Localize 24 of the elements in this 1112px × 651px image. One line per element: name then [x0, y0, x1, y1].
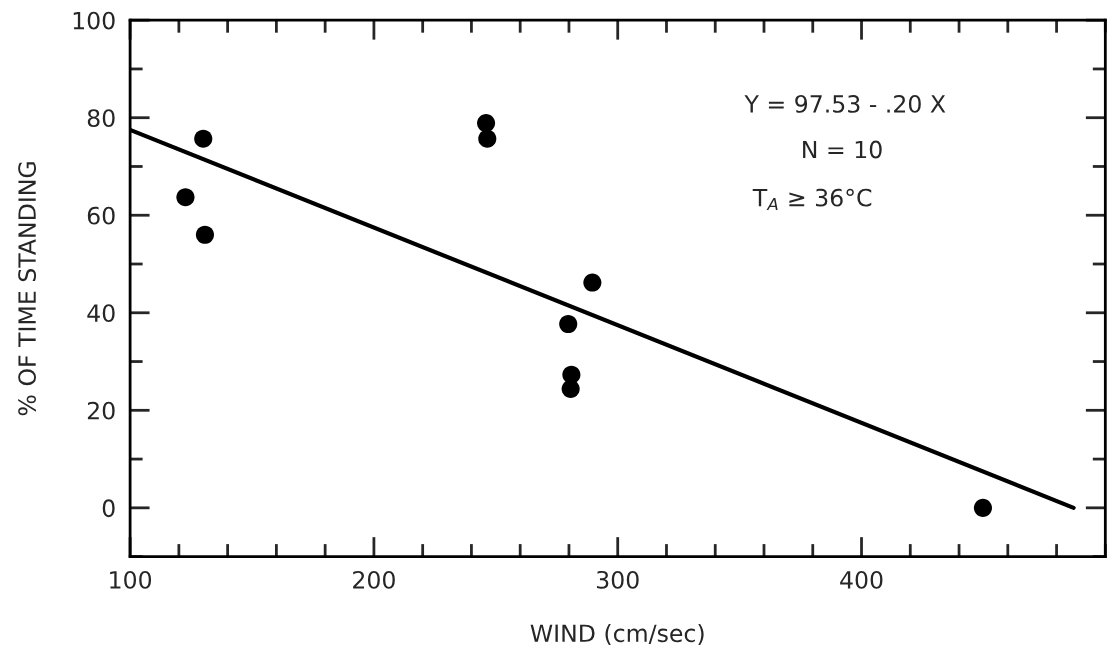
- x-tick-label: 300: [596, 570, 639, 589]
- point: [477, 114, 496, 133]
- point: [478, 129, 497, 148]
- point: [559, 314, 578, 334]
- y-tick-label: 0: [102, 499, 115, 518]
- y-tick-label: 100: [73, 11, 115, 30]
- y-tick-label: 60: [87, 206, 115, 225]
- y-tick-label: 80: [87, 109, 115, 128]
- annotation: Y = 97.53 - .20 X: [744, 95, 946, 113]
- annotation: N = 10: [803, 140, 882, 159]
- point: [194, 129, 213, 148]
- y-axis-title: % OF TIME STANDING: [18, 162, 37, 416]
- point: [561, 379, 580, 398]
- x-axis-title: WIND (cm/sec): [530, 623, 704, 645]
- point: [195, 225, 215, 244]
- x-tick-label: 200: [353, 570, 395, 589]
- x-tick-label: 400: [840, 570, 883, 589]
- x-tick-label: 100: [110, 570, 152, 589]
- y-tick-label: 20: [87, 401, 115, 420]
- annotation: T$_{A}$ ≥ 36°C: [752, 188, 872, 211]
- y-tick-label: 40: [87, 304, 115, 323]
- point: [583, 273, 602, 292]
- point: [973, 498, 992, 517]
- point: [176, 188, 195, 207]
